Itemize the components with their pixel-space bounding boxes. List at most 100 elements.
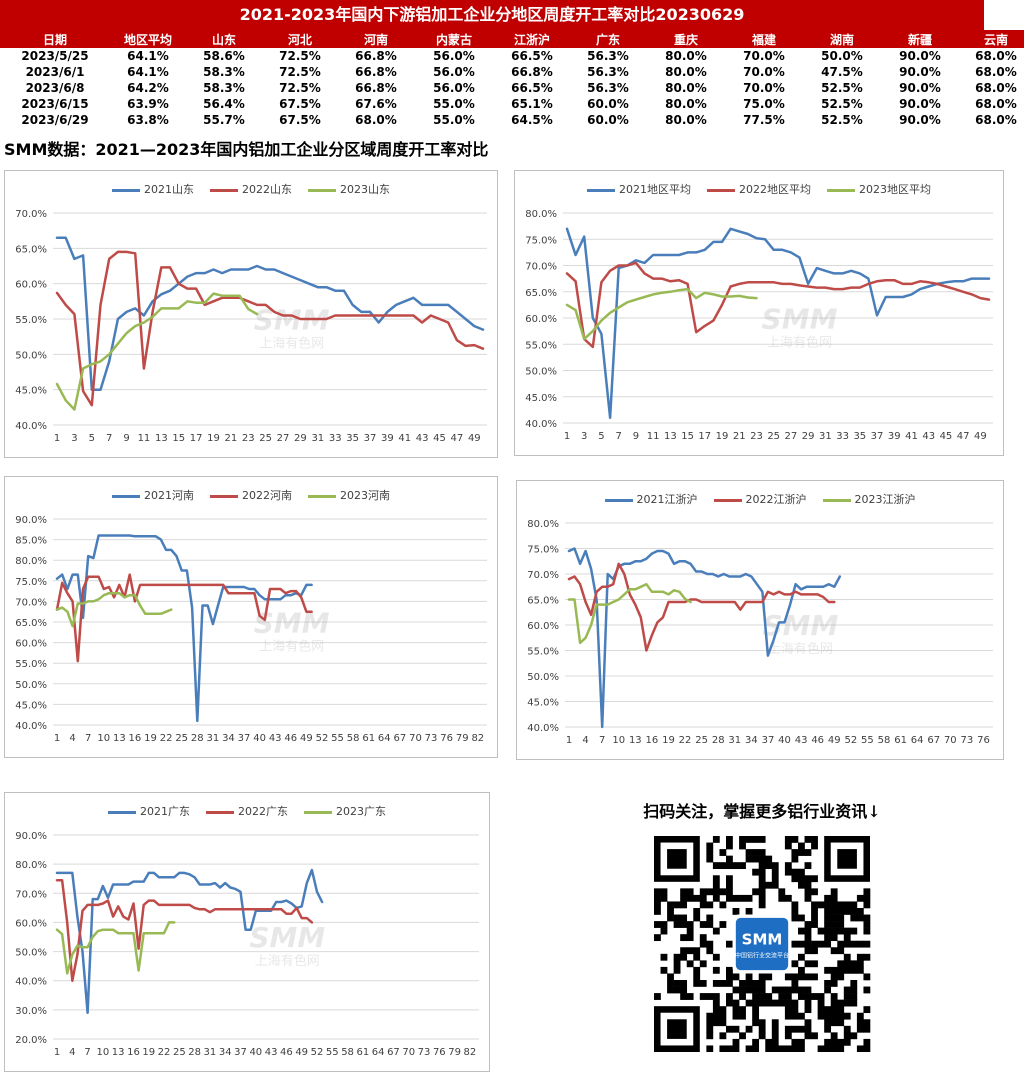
table-row: 2023/6/29 63.8% 55.7% 67.5% 68.0% 55.0% 64.5% 6… (0, 112, 1024, 128)
x-tick-label: 52 (844, 735, 857, 746)
x-tick-label: 7 (84, 1047, 90, 1058)
y-tick-label: 45.0% (15, 386, 47, 397)
y-tick-label: 75.0% (15, 577, 47, 588)
rate-cell: 52.5% (821, 81, 863, 95)
x-tick-label: 73 (425, 733, 438, 744)
legend-item: 2022河南 (210, 487, 292, 503)
x-tick-label: 46 (284, 733, 297, 744)
x-tick-label: 64 (911, 735, 924, 746)
y-tick-label: 60.0% (525, 314, 557, 325)
watermark-logo: SMM (762, 303, 838, 336)
x-tick-label: 49 (828, 735, 841, 746)
date-cell: 2023/6/8 (25, 81, 85, 95)
qr-code-icon[interactable]: SMM 中国铝行业交流平台 (640, 836, 884, 1053)
rate-cell: 58.3% (203, 65, 245, 79)
legend-item: 2022江浙沪 (713, 491, 807, 507)
x-tick-label: 7 (615, 431, 621, 442)
series-line-2022 (565, 261, 991, 349)
y-tick-label: 80.0% (15, 860, 47, 871)
rate-cell: 56.4% (203, 97, 245, 111)
rate-cell: 55.7% (203, 113, 245, 127)
legend-label: 2022广东 (238, 805, 288, 818)
x-tick-label: 3 (581, 431, 587, 442)
series-line-2021 (55, 236, 485, 391)
x-tick-label: 79 (456, 733, 469, 744)
y-tick-label: 70.0% (15, 597, 47, 608)
x-tick-label: 29 (802, 431, 815, 442)
x-tick-label: 13 (629, 735, 642, 746)
rate-cell: 63.8% (127, 113, 169, 127)
legend-label: 2022地区平均 (739, 183, 811, 196)
y-tick-label: 55.0% (15, 659, 47, 670)
x-tick-label: 82 (471, 733, 484, 744)
column-header: 湖南 (802, 30, 882, 48)
y-tick-label: 80.0% (527, 519, 559, 530)
x-tick-label: 25 (173, 1047, 186, 1058)
y-tick-label: 50.0% (527, 672, 559, 683)
x-tick-label: 79 (448, 1047, 461, 1058)
legend-item: 2023山东 (308, 181, 390, 197)
rate-cell: 66.5% (511, 81, 553, 95)
series-line-2021 (565, 227, 991, 420)
line-chart: 40.0% 45.0% 50.0% 55.0% 60.0% 65.0% 70.0% 75.0%… (527, 519, 993, 746)
rate-cell: 65.1% (511, 97, 553, 111)
rate-cell: 64.5% (511, 113, 553, 127)
x-tick-label: 22 (158, 1047, 171, 1058)
x-tick-label: 7 (599, 735, 605, 746)
legend-label: 2021河南 (144, 489, 194, 502)
qr-caption: 扫码关注，掌握更多铝行业资讯↓ (643, 802, 881, 821)
y-tick-label: 50.0% (15, 350, 47, 361)
x-tick-label: 4 (69, 733, 75, 744)
y-tick-label: 70.0% (527, 570, 559, 581)
line-chart: 40.0%45.0%50.0%55.0%60.0%65.0%70.0%1 3 5 7 9… (15, 209, 487, 444)
x-tick-label: 34 (222, 733, 235, 744)
legend-swatch (827, 188, 855, 192)
legend-swatch (206, 810, 234, 814)
x-tick-label: 43 (922, 431, 935, 442)
x-tick-label: 40 (253, 733, 266, 744)
legend-swatch (210, 494, 238, 498)
y-tick-label: 40.0% (15, 421, 47, 432)
x-tick-label: 22 (160, 733, 173, 744)
legend-label: 2023山东 (340, 183, 390, 196)
y-tick-label: 75.0% (527, 545, 559, 556)
series-line-2021 (55, 868, 324, 1015)
series-line-2022 (55, 878, 314, 982)
legend-swatch (304, 810, 332, 814)
x-tick-label: 45 (940, 431, 953, 442)
chart-legend: 2021山东 2022山东 2023山东 (5, 181, 497, 197)
x-tick-label: 37 (871, 431, 884, 442)
rate-cell: 55.0% (433, 113, 475, 127)
x-tick-label: 43 (416, 433, 429, 444)
section-subtitle: SMM数据：2021—2023年国内铝加工企业分区域周度开工率对比 (4, 140, 489, 159)
chart-panel-henan: 40.0% 45.0% 50.0% 55.0% 60.0% 65.0% 70.0% 75.0%… (4, 476, 498, 758)
x-tick-label: 1 (564, 431, 570, 442)
y-tick-label: 80.0% (15, 556, 47, 567)
rate-cell: 70.0% (743, 49, 785, 63)
legend-label: 2022江浙沪 (745, 493, 807, 506)
y-tick-label: 40.0% (527, 723, 559, 734)
column-header: 河北 (262, 30, 338, 48)
x-tick-label: 25 (767, 431, 780, 442)
y-tick-label: 55.0% (527, 647, 559, 658)
rate-cell: 56.0% (433, 81, 475, 95)
y-tick-label: 65.0% (15, 618, 47, 629)
x-tick-label: 47 (957, 431, 970, 442)
column-header: 河南 (338, 30, 414, 48)
x-tick-label: 40 (778, 735, 791, 746)
x-tick-label: 33 (329, 433, 342, 444)
x-tick-label: 16 (127, 1047, 140, 1058)
legend-swatch (210, 188, 238, 192)
x-tick-label: 17 (190, 433, 203, 444)
x-tick-label: 39 (888, 431, 901, 442)
x-tick-label: 45 (433, 433, 446, 444)
chart-legend: 2021广东 2022广东 2023广东 (5, 803, 489, 819)
rate-cell: 72.5% (279, 65, 321, 79)
rate-cell: 67.6% (355, 97, 397, 111)
x-tick-label: 10 (97, 733, 110, 744)
series-line-2022 (55, 250, 485, 407)
column-header: 日期 (0, 30, 110, 48)
x-tick-label: 76 (433, 1047, 446, 1058)
qr-logo-subtext: 中国铝行业交流平台 (735, 952, 789, 960)
